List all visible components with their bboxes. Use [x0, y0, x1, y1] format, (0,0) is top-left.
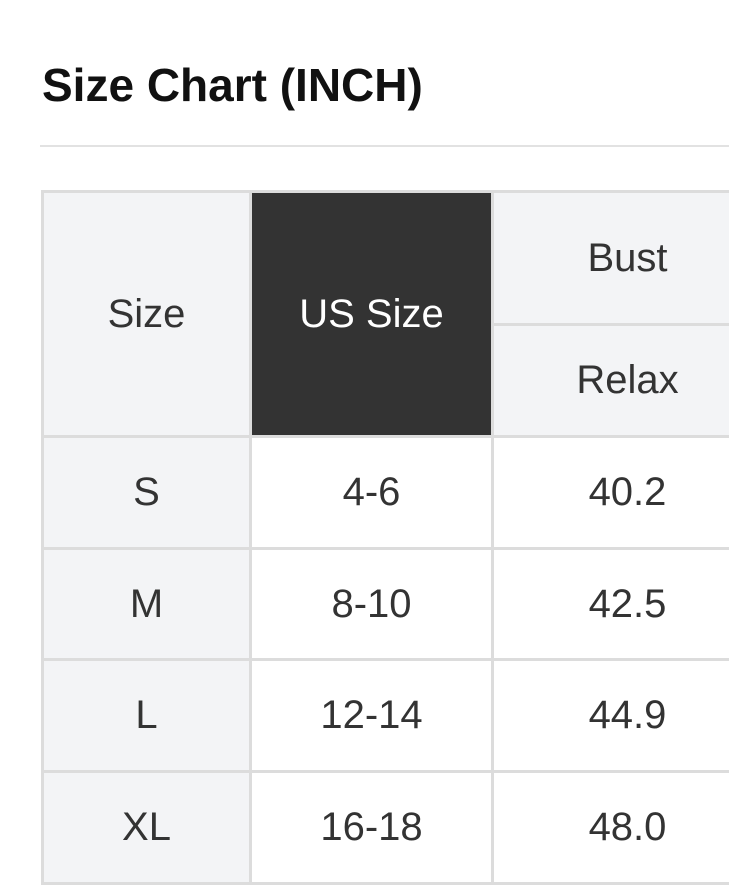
page-title: Size Chart (INCH)	[42, 56, 423, 114]
header-relax: Relax	[493, 325, 729, 437]
cell-size: M	[43, 549, 251, 660]
cell-us-size: 4-6	[251, 437, 493, 549]
table-row: M 8-10 42.5	[43, 549, 729, 660]
cell-us-size: 8-10	[251, 549, 493, 660]
header-size: Size	[43, 192, 251, 437]
table-row: XL 16-18 48.0	[43, 772, 729, 884]
cell-size: L	[43, 660, 251, 772]
divider	[40, 145, 729, 147]
cell-us-size: 16-18	[251, 772, 493, 884]
table-row: S 4-6 40.2	[43, 437, 729, 549]
cell-bust-relax: 44.9	[493, 660, 729, 772]
header-us-size: US Size	[251, 192, 493, 437]
table-row: L 12-14 44.9	[43, 660, 729, 772]
cell-bust-relax: 42.5	[493, 549, 729, 660]
header-bust: Bust	[493, 192, 729, 325]
size-chart-table: Size US Size Bust Relax S 4-6 40.2 M 8-1…	[41, 190, 729, 885]
cell-bust-relax: 48.0	[493, 772, 729, 884]
cell-us-size: 12-14	[251, 660, 493, 772]
cell-size: XL	[43, 772, 251, 884]
cell-size: S	[43, 437, 251, 549]
cell-bust-relax: 40.2	[493, 437, 729, 549]
